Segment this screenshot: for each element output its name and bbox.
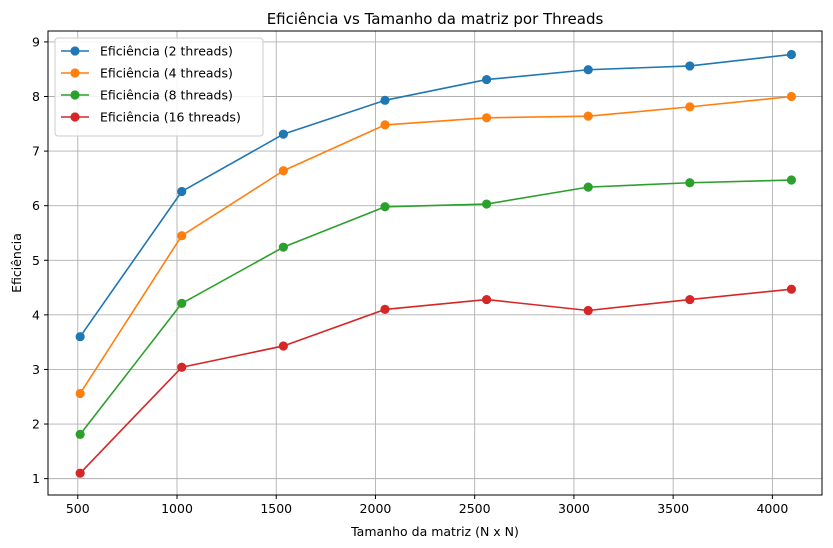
x-axis-label: Tamanho da matriz (N x N) [350,524,519,539]
y-tick-label: 9 [32,34,40,49]
chart-title: Eficiência vs Tamanho da matriz por Thre… [267,10,604,28]
y-tick-label: 5 [32,253,40,268]
data-point [75,468,85,478]
y-axis: 1 2 3 4 5 6 7 8 9 [32,34,48,486]
data-point [685,178,695,188]
data-point [786,49,797,60]
series-2 [75,175,797,440]
data-point [482,113,492,123]
data-point [177,298,187,308]
data-point [583,182,593,192]
series-layer [75,49,797,478]
legend-box [54,37,264,137]
series-line [79,288,792,474]
legend-item: Eficiência (16 threads) [61,110,241,125]
data-point [482,74,492,85]
legend-label: Eficiência (2 threads) [100,44,233,59]
x-tick-label: 500 [66,501,90,516]
series-1 [75,91,797,399]
legend-label: Eficiência (8 threads) [100,88,233,103]
data-point [278,129,288,139]
data-point [380,304,390,314]
data-point [75,332,85,342]
x-axis: 500 1000 1500 2000 2500 3000 3500 4000 [66,495,788,516]
legend-label: Eficiência (16 threads) [100,110,241,125]
legend-marker [70,90,80,100]
series-line [79,179,792,435]
data-point [786,284,797,294]
data-point [177,362,187,372]
legend-item: Eficiência (4 threads) [61,66,233,81]
series-line [79,95,792,394]
data-point [380,202,390,212]
y-axis-label: Eficiência [9,233,24,293]
x-tick-label: 2500 [459,501,491,516]
data-point [482,294,492,305]
legend-item: Eficiência (8 threads) [61,88,233,103]
data-point [75,429,85,440]
data-point [278,166,288,176]
y-tick-label: 7 [32,144,40,159]
plot-frame [47,30,823,496]
data-point [380,95,390,105]
data-point [75,388,85,399]
y-tick-label: 8 [32,89,40,104]
data-point [278,242,288,252]
x-tick-label: 2000 [360,501,392,516]
data-point [583,305,593,316]
legend-marker [70,46,80,56]
legend: Eficiência (2 threads) Eficiência (4 thre… [54,37,264,137]
y-tick-label: 3 [32,362,40,377]
series-3 [75,284,797,478]
data-point [685,61,695,71]
data-point [482,199,492,209]
x-tick-label: 3000 [558,501,590,516]
data-point [685,294,695,305]
legend-label: Eficiência (4 threads) [100,66,233,81]
x-tick-label: 3500 [657,501,689,516]
x-tick-label: 4000 [756,501,788,516]
data-point [177,231,187,241]
x-tick-label: 1000 [161,501,193,516]
series-0 [75,49,797,342]
legend-item: Eficiência (2 threads) [61,44,233,59]
data-point [786,91,797,102]
data-point [583,65,593,75]
y-tick-label: 6 [32,198,40,213]
data-point [380,120,390,130]
y-tick-label: 2 [32,417,40,432]
data-point [583,111,593,121]
y-tick-label: 4 [32,307,40,322]
data-point [685,102,695,112]
legend-marker [70,112,80,122]
legend-marker [70,68,80,78]
data-point [278,341,288,351]
x-tick-label: 1500 [260,501,292,516]
series-line [79,53,792,338]
data-point [786,175,797,185]
y-tick-label: 1 [32,471,40,486]
data-point [177,186,187,197]
